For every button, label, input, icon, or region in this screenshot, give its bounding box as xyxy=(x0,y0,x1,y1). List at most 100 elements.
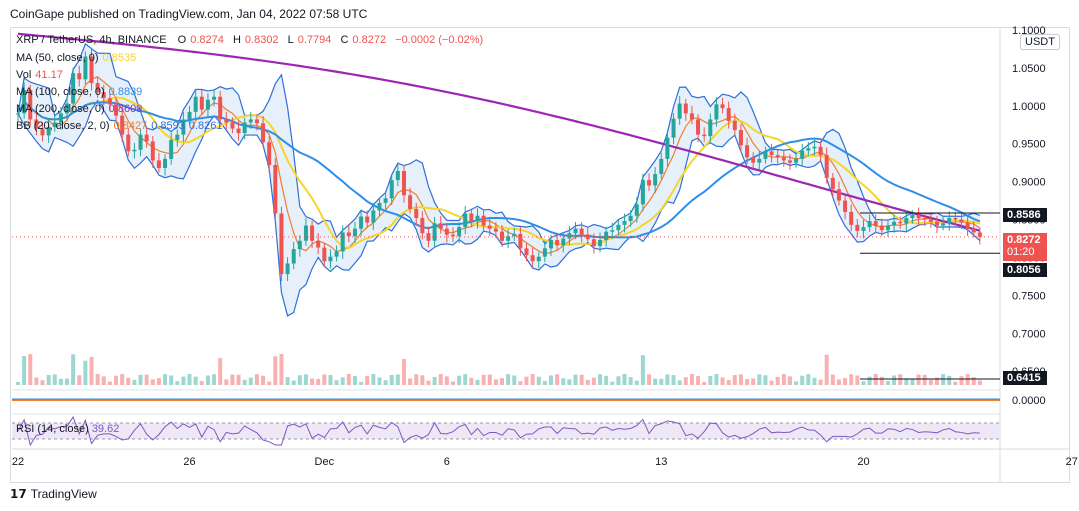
candle-body xyxy=(114,104,119,116)
volume-bar xyxy=(371,374,376,385)
candle-body xyxy=(794,158,799,163)
volume-bar xyxy=(487,374,492,385)
candle-body xyxy=(175,134,180,140)
volume-bar xyxy=(763,375,768,385)
ma100-value: 0.8839 xyxy=(108,86,143,98)
candle-body xyxy=(120,115,125,135)
currency-button[interactable]: USDT xyxy=(1020,34,1060,50)
candle-body xyxy=(89,56,94,84)
candle-body xyxy=(916,214,921,219)
volume-bar xyxy=(794,381,799,385)
bb-label: BB (20, close, 2, 0) xyxy=(16,120,110,132)
candle-body xyxy=(775,155,780,158)
candle-body xyxy=(561,238,566,246)
volume-bar xyxy=(775,376,780,385)
vol-legend[interactable]: Vol 41.17 xyxy=(16,69,67,81)
volume-bar xyxy=(101,376,106,385)
volume-bar xyxy=(524,376,529,385)
candle-body xyxy=(549,240,554,249)
volume-bar xyxy=(205,375,210,385)
volume-bar xyxy=(947,375,952,385)
volume-bar xyxy=(683,377,688,385)
candle-body xyxy=(683,103,688,114)
volume-bar xyxy=(261,375,266,385)
volume-bar xyxy=(450,381,455,385)
candle-body xyxy=(193,96,198,112)
volume-bar xyxy=(971,377,976,385)
candle-body xyxy=(598,240,603,247)
candle-body xyxy=(892,221,897,226)
open-value: 0.8274 xyxy=(190,34,224,46)
volume-bar xyxy=(573,374,578,385)
ma200-value: 0.8609 xyxy=(108,103,143,115)
candle-body xyxy=(371,210,376,223)
volume-bar xyxy=(659,378,664,385)
symbol-name[interactable]: XRP / TetherUS, 4h, BINANCE xyxy=(16,34,167,46)
volume-bar xyxy=(224,379,229,385)
candle-body xyxy=(689,113,694,120)
publisher-text: CoinGape published on TradingView.com, J… xyxy=(10,7,368,21)
candle-body xyxy=(787,160,792,163)
candle-body xyxy=(591,239,596,247)
candle-body xyxy=(444,228,449,235)
candle-body xyxy=(316,240,321,248)
ma200-label: MA (200, close, 0) xyxy=(16,103,105,115)
x-tick-label: 27 xyxy=(1066,456,1078,468)
candle-body xyxy=(457,227,462,237)
candle-body xyxy=(959,219,964,223)
volume-bar xyxy=(726,380,731,385)
bb-upper-value: 0.8593 xyxy=(151,120,185,132)
volume-bar xyxy=(132,379,137,385)
candle-body xyxy=(383,198,388,203)
candle-body xyxy=(885,225,890,231)
volume-bar xyxy=(861,381,866,385)
volume-bar xyxy=(610,381,615,385)
volume-bar xyxy=(830,374,835,385)
ma50-legend[interactable]: MA (50, close, 0) 0.8535 xyxy=(16,52,140,64)
volume-bar xyxy=(628,377,633,385)
ma200-legend[interactable]: MA (200, close, 0) 0.8609 xyxy=(16,103,146,115)
ma100-legend[interactable]: MA (100, close, 0) 0.8839 xyxy=(16,86,146,98)
candle-body xyxy=(904,218,909,224)
volume-bar xyxy=(28,354,33,385)
volume-bar xyxy=(193,376,198,385)
candle-body xyxy=(481,215,486,226)
volume-bar xyxy=(585,379,590,385)
volume-bar xyxy=(836,379,841,385)
candle-body xyxy=(22,89,27,114)
y-tick-label: 0.7500 xyxy=(1012,290,1046,302)
volume-bar xyxy=(898,374,903,385)
volume-bar xyxy=(420,375,425,385)
tradingview-brand[interactable]: 𝟭𝟳 TradingView xyxy=(10,487,97,501)
volume-bar xyxy=(273,356,278,385)
candle-body xyxy=(71,73,76,104)
volume-bar xyxy=(212,374,217,385)
chart-frame[interactable] xyxy=(10,27,1070,483)
candle-body xyxy=(359,216,364,229)
candle-body xyxy=(254,119,259,124)
candle-body xyxy=(328,256,333,262)
candle-body xyxy=(512,233,517,237)
candle-body xyxy=(806,148,811,151)
volume-bar xyxy=(230,374,235,385)
volume-bar xyxy=(689,374,694,385)
candle-body xyxy=(463,213,468,228)
volume-bar xyxy=(879,376,884,385)
rsi-legend[interactable]: RSI (14, close) 39.62 xyxy=(16,423,119,435)
volume-bar xyxy=(941,374,946,385)
candle-body xyxy=(830,177,835,190)
volume-bar xyxy=(781,374,786,385)
volume-bar xyxy=(720,377,725,385)
candle-body xyxy=(640,180,645,205)
bb-basis-value: 0.8427 xyxy=(113,120,148,132)
candle-body xyxy=(156,160,161,168)
volume-bar xyxy=(567,379,572,385)
candle-body xyxy=(273,164,278,214)
volume-bar xyxy=(316,378,321,385)
volume-bar xyxy=(469,377,474,385)
bb-legend[interactable]: BB (20, close, 2, 0) 0.8427 0.8593 0.8261 xyxy=(16,120,227,132)
volume-bar xyxy=(340,377,345,385)
candle-body xyxy=(573,228,578,234)
volume-bar xyxy=(163,374,168,385)
